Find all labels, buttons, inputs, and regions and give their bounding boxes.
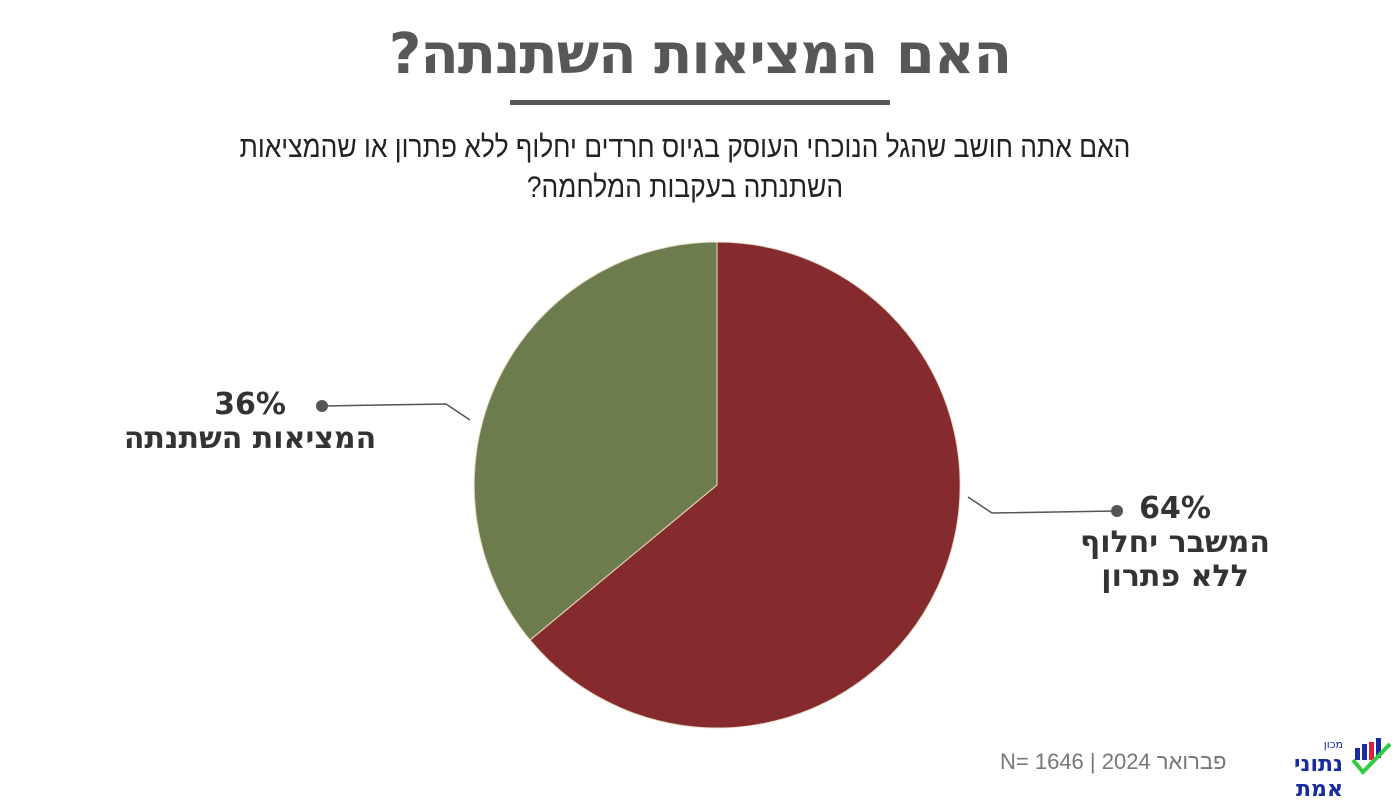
label-crisis-will-pass: 64% המשבר יחלוף ללא פתרון — [1050, 492, 1300, 594]
sample-info: N= 1646 | 2024 פברואר — [1000, 749, 1227, 774]
leader-line-left — [316, 400, 471, 421]
label-pct: 36% — [214, 387, 286, 422]
label-text: המשבר יחלוף ללא פתרון — [1079, 525, 1270, 594]
leader-line-right — [967, 496, 1123, 517]
page-title: האם המציאות השתנתה? — [388, 22, 1012, 87]
logo-main-text: נתוני אמת — [1294, 752, 1343, 802]
slice-crisis-will-pass — [529, 241, 961, 729]
label-pct: 64% — [1139, 491, 1211, 526]
logo-icon — [1351, 738, 1392, 775]
logo-small-text: מכון — [1323, 738, 1343, 751]
slice-reality-changed — [473, 241, 718, 641]
label-text: המציאות השתנתה — [123, 421, 377, 456]
survey-question: האם אתה חושב שהגל הנוכחי העוסק בגיוס חרד… — [239, 131, 1131, 204]
label-reality-changed: 36% המציאות השתנתה — [100, 388, 400, 456]
title-underline — [510, 100, 890, 105]
brand-logo: מכון נתוני אמת — [1255, 738, 1395, 802]
